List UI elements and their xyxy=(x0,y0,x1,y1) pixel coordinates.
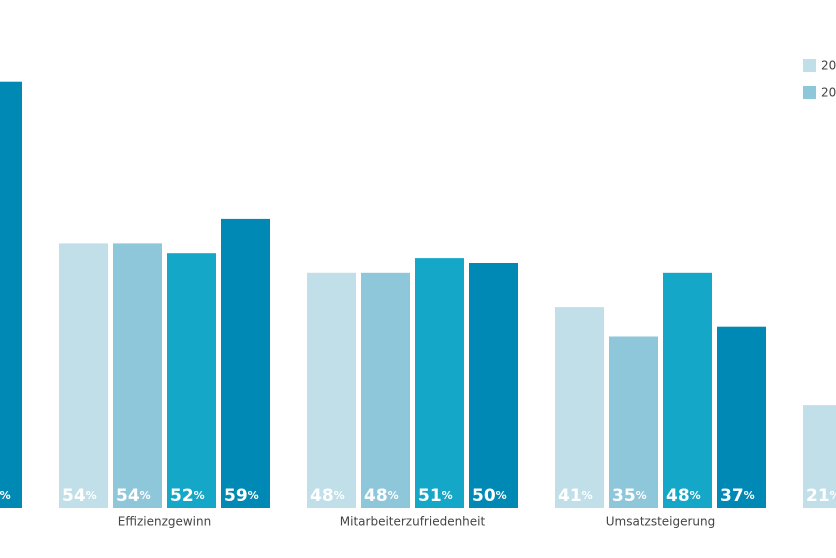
value-label: 21% xyxy=(806,486,836,506)
bar xyxy=(361,272,410,508)
value-label: 54% xyxy=(116,486,151,506)
x-tick-label: Effizienzgewinn xyxy=(118,515,211,529)
bar xyxy=(307,272,356,508)
value-label: 51% xyxy=(418,486,453,506)
legend-label: 20 xyxy=(821,59,836,73)
bar xyxy=(113,243,162,508)
bar xyxy=(663,272,712,508)
value-label: 41% xyxy=(558,486,593,506)
legend-swatch xyxy=(803,59,816,72)
bar xyxy=(803,405,836,508)
bar xyxy=(555,307,604,508)
x-tick-label: Umsatzsteigerung xyxy=(606,515,716,529)
value-label: 48% xyxy=(310,486,345,506)
bar xyxy=(415,258,464,508)
bar xyxy=(609,336,658,508)
value-label: 52% xyxy=(170,486,205,506)
bar xyxy=(717,326,766,508)
x-tick-label: Mitarbeiterzufriedenheit xyxy=(340,515,486,529)
value-label: 48% xyxy=(666,486,701,506)
value-label: 37% xyxy=(720,486,755,506)
value-label: 48% xyxy=(364,486,399,506)
bar xyxy=(167,253,216,508)
legend-swatch xyxy=(803,86,816,99)
value-label: 87% xyxy=(0,486,11,506)
bar xyxy=(469,263,518,508)
value-label: 54% xyxy=(62,486,97,506)
value-label: 50% xyxy=(472,486,507,506)
legend-label: 20 xyxy=(821,86,836,100)
bar xyxy=(59,243,108,508)
bar xyxy=(0,81,22,508)
value-label: 59% xyxy=(224,486,259,506)
value-label: 35% xyxy=(612,486,647,506)
bar xyxy=(221,218,270,508)
